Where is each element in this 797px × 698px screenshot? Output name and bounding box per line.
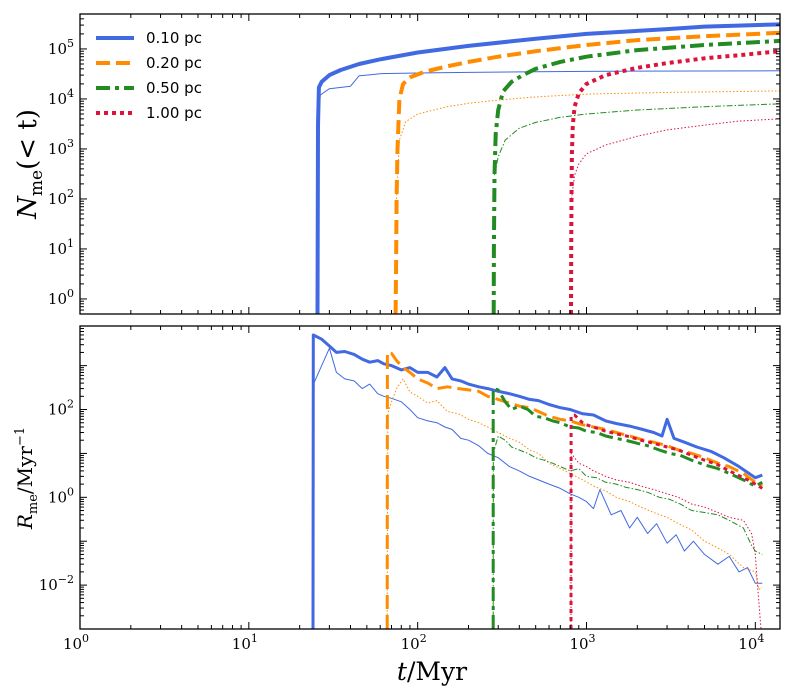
bottom-x-tick-label: 102	[401, 632, 427, 653]
legend-label-s010: 0.10 pc	[146, 29, 202, 47]
bottom-series-s010t	[312, 347, 763, 629]
top-series-s050t	[494, 103, 780, 176]
top-axis-ticks: 100 101 102 103 104 105	[48, 13, 780, 315]
top-series-s020	[393, 30, 780, 314]
top-series-s100t	[571, 118, 780, 199]
bottom-x-tick-label: 104	[738, 632, 764, 653]
bottom-series-s020t	[386, 378, 763, 629]
bottom-series-s050t	[492, 435, 763, 629]
top-y-tick-label: 105	[48, 37, 74, 58]
top-axes-frame	[79, 13, 781, 315]
bottom-x-tick-label: 100	[63, 632, 89, 653]
legend: 0.10 pc 0.20 pc 0.50 pc 1.00 pc	[96, 29, 202, 122]
legend-label-s050: 0.50 pc	[146, 79, 202, 97]
top-series-s050	[491, 38, 780, 314]
bottom-series-s020	[385, 350, 764, 629]
bottom-series-s100	[569, 413, 764, 629]
top-series-group	[315, 22, 780, 314]
top-series-s010	[315, 22, 780, 314]
bottom-axes-frame	[79, 325, 781, 630]
top-y-tick-label: 103	[48, 137, 74, 158]
bottom-series-s010	[311, 333, 763, 629]
top-series-s010t	[317, 70, 780, 126]
bottom-y-tick-label: 10−2	[39, 573, 74, 594]
x-axis-label: t/Myr	[397, 657, 467, 686]
bottom-x-tick-label: 101	[232, 632, 258, 653]
top-y-tick-label: 101	[48, 237, 74, 258]
bottom-x-tick-label: 103	[569, 632, 595, 653]
bottom-y-tick-label: 102	[48, 398, 74, 419]
top-y-tick-label: 102	[48, 187, 74, 208]
legend-label-s100: 1.00 pc	[146, 104, 202, 122]
top-y-axis-label: Nme(< t)	[13, 109, 47, 220]
bottom-y-tick-label: 100	[48, 485, 74, 506]
bottom-series-group	[311, 333, 764, 629]
top-y-tick-label: 104	[48, 87, 74, 108]
legend-label-s020: 0.20 pc	[146, 54, 202, 72]
top-panel: 100 101 102 103 104 105 0.10 pc 0.20 pc 0.50 pc…	[13, 13, 781, 315]
top-series-s100	[569, 49, 780, 314]
bottom-axis-ticks: 10−2 100 102 100 101 102 103 104	[39, 325, 780, 653]
top-y-tick-label: 100	[48, 287, 74, 308]
top-series-s020t	[396, 90, 780, 199]
bottom-y-axis-label: Rme/Myr−1	[13, 427, 41, 530]
bottom-series-s050	[491, 387, 764, 629]
bottom-panel: 10−2 100 102 100 101 102 103 104 Rme/Myr−1 t/My…	[13, 325, 781, 686]
